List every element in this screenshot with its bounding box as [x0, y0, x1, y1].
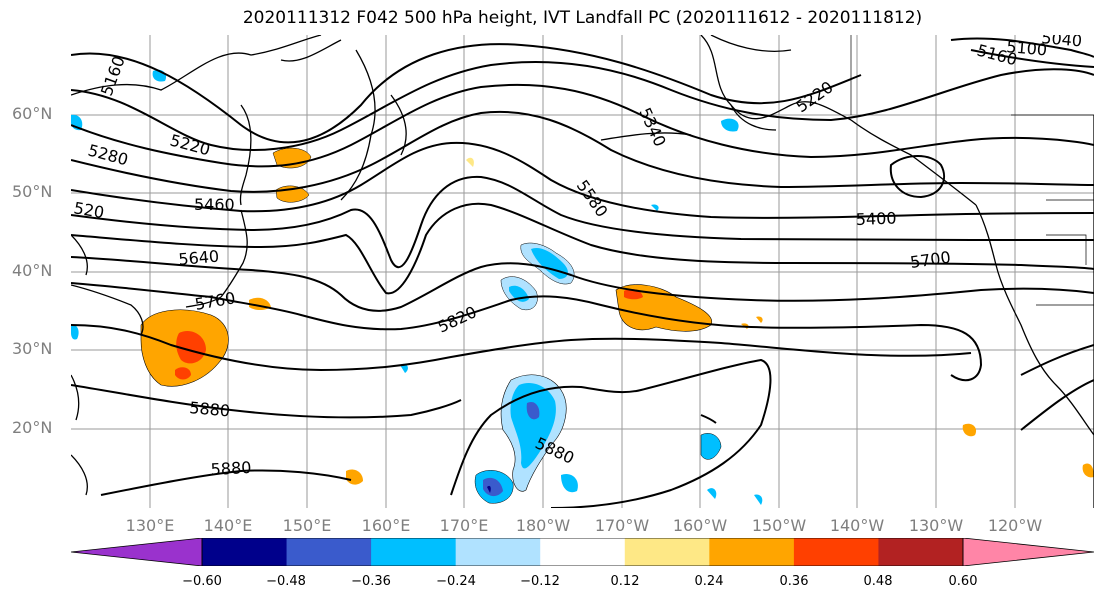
colorbar-segment — [286, 538, 372, 566]
lon-label: 150°E — [282, 516, 332, 535]
colorbar-tick: −0.48 — [266, 574, 306, 589]
lon-label: 140°W — [829, 516, 885, 535]
lon-label: 140°E — [203, 516, 253, 535]
lon-label: 150°W — [751, 516, 807, 535]
contour-label: 5100 — [1006, 37, 1048, 59]
colorbar-tick: 0.24 — [694, 574, 724, 589]
contour-label: 5400 — [855, 209, 896, 229]
lon-label: 130°E — [125, 516, 175, 535]
contour-label: 5040 — [1041, 35, 1083, 51]
colorbar-tick: 0.48 — [863, 574, 893, 589]
height-contours — [71, 37, 1094, 508]
lon-label: 130°W — [908, 516, 964, 535]
contour-label: 5460 — [194, 195, 235, 214]
lon-label: 160°E — [361, 516, 411, 535]
lat-label: 40°N — [12, 261, 53, 280]
colorbar-tick: 0.60 — [948, 574, 978, 589]
colorbar-tick: −0.24 — [436, 574, 476, 589]
colorbar — [71, 538, 1094, 566]
contour-label: 5640 — [178, 247, 220, 269]
lat-label: 60°N — [12, 104, 53, 123]
contour-label: 5880 — [210, 458, 252, 479]
colorbar-segment — [455, 538, 541, 566]
contour-label: 5880 — [189, 398, 231, 420]
map-panel: 5160 5280 5220 520 5460 5640 5760 5880 5… — [71, 35, 1094, 508]
lon-label: 180°W — [515, 516, 571, 535]
colorbar-segment — [709, 538, 795, 566]
lat-label: 50°N — [12, 182, 53, 201]
colorbar-segment — [202, 538, 288, 566]
map-title: 2020111312 F042 500 hPa height, IVT Land… — [242, 8, 923, 28]
colorbar-tick: −0.12 — [520, 574, 560, 589]
lon-label: 170°E — [439, 516, 489, 535]
colorbar-tick: −0.60 — [182, 574, 222, 589]
coastlines — [71, 35, 1094, 508]
lon-label: 170°W — [594, 516, 650, 535]
lat-label: 20°N — [12, 418, 53, 437]
colorbar-tick: 0.36 — [779, 574, 809, 589]
colorbar-tick: −0.36 — [351, 574, 391, 589]
colorbar-segment — [371, 538, 457, 566]
colorbar-segment — [878, 538, 964, 566]
colorbar-tick: 0.12 — [610, 574, 640, 589]
colorbar-segment — [540, 538, 626, 566]
colorbar-segment — [793, 538, 879, 566]
lon-label: 160°W — [672, 516, 728, 535]
colorbar-segment — [624, 538, 710, 566]
lat-label: 30°N — [12, 339, 53, 358]
borders — [850, 35, 1094, 306]
lon-label: 120°W — [987, 516, 1043, 535]
